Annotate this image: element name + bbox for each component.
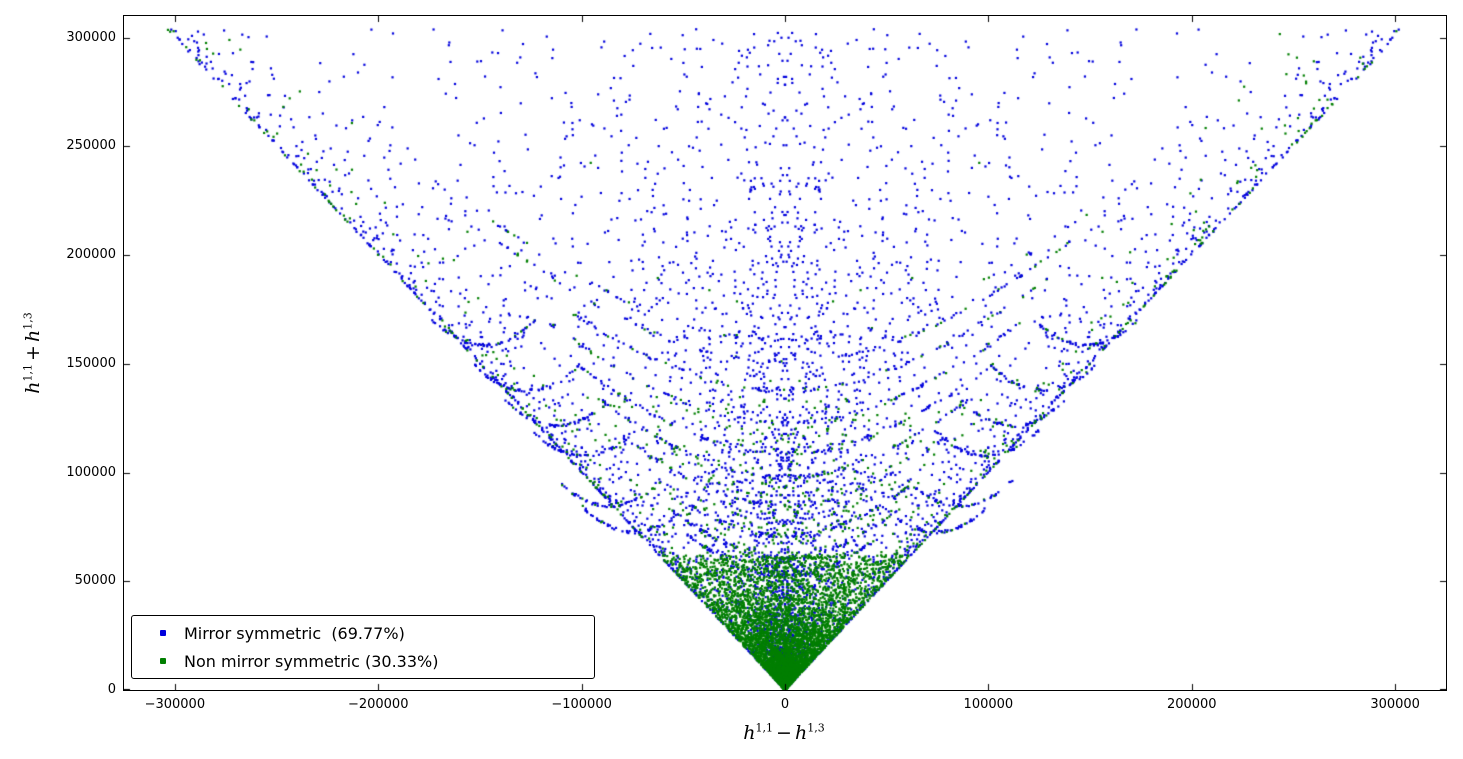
x-tick-label: 0 xyxy=(780,697,790,712)
legend-label: Non mirror symmetric (30.33%) xyxy=(184,651,439,671)
y-tick-label: 100000 xyxy=(66,464,116,480)
x-axis-label-base1: h xyxy=(743,722,756,744)
x-tick-label: 200000 xyxy=(1166,697,1217,712)
y-tick-label: 150000 xyxy=(66,355,116,371)
y-tick-label: 50000 xyxy=(74,573,116,589)
legend: Mirror symmetric (69.77%) Non mirror sym… xyxy=(131,615,595,679)
x-tick-label: −100000 xyxy=(551,697,612,712)
plot-area xyxy=(123,15,1447,691)
x-axis-label-base2: h xyxy=(794,722,808,744)
x-axis-label-sup2: 1,3 xyxy=(807,721,825,735)
y-tick-label: 0 xyxy=(107,682,116,697)
x-axis-label: h1,1− h1,3 xyxy=(743,722,824,744)
green-point-marker-icon xyxy=(160,658,166,664)
blue-point-marker-icon xyxy=(160,630,166,636)
y-tick-label: 250000 xyxy=(66,138,116,154)
y-tick-label: 200000 xyxy=(66,247,116,263)
legend-label: Mirror symmetric (69.77%) xyxy=(184,623,405,643)
scatter-canvas xyxy=(124,16,1446,690)
legend-entry-non-mirror-symmetric: Non mirror symmetric (30.33%) xyxy=(146,650,584,672)
minus-operator: − xyxy=(776,722,792,744)
y-axis-label: h1,1+h1,3 xyxy=(22,312,44,393)
x-tick-label: −200000 xyxy=(347,697,409,712)
x-tick-label: −300000 xyxy=(144,697,206,712)
x-axis-label-sup1: 1,1 xyxy=(755,721,774,735)
y-axis-label-sup2: 1,3 xyxy=(21,312,35,330)
legend-entry-mirror-symmetric: Mirror symmetric (69.77%) xyxy=(146,622,584,644)
x-tick-label: 300000 xyxy=(1370,697,1420,712)
y-tick-label: 300000 xyxy=(66,29,116,45)
y-axis-label-base2: h xyxy=(22,329,44,343)
x-tick-label: 100000 xyxy=(963,697,1014,712)
y-axis-label-base1: h xyxy=(22,381,44,394)
